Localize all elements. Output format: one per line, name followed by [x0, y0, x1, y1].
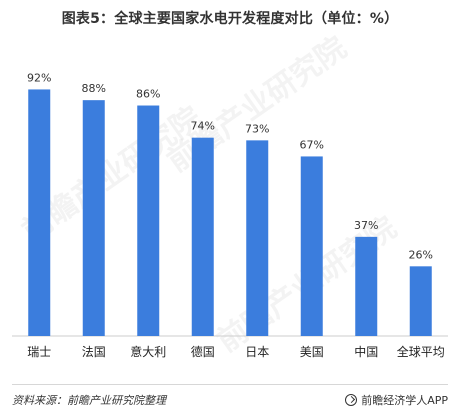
data-label-5: 67%	[300, 138, 324, 151]
chart-title: 图表5：全球主要国家水电开发程度对比（单位：%）	[61, 11, 399, 27]
data-label-0: 92%	[27, 71, 51, 84]
x-tick-label-5: 美国	[300, 345, 324, 359]
bar-2	[137, 105, 160, 337]
x-tick-label-0: 瑞士	[27, 345, 51, 359]
bar-chart-svg: 92% 瑞士 88% 法国 86% 意大利 74% 德国 73% 日本 67% 美国 37% 中国 26% 全…	[12, 71, 448, 359]
data-label-3: 74%	[191, 120, 215, 133]
x-tick-label-2: 意大利	[130, 344, 166, 359]
circle-check-icon	[345, 394, 358, 406]
bar-6	[355, 236, 378, 336]
bar-7	[409, 266, 432, 336]
brand-label: 前瞻经济学人APP	[345, 392, 448, 408]
footer-divider	[12, 384, 448, 385]
x-tick-label-7: 全球平均	[397, 344, 445, 359]
data-label-4: 73%	[245, 122, 269, 135]
x-tick-label-4: 日本	[245, 345, 269, 359]
brand-text: 前瞻经济学人APP	[361, 394, 448, 407]
source-note: 资料来源：前瞻产业研究院整理	[12, 394, 166, 407]
chart-title-bar: 图表5：全球主要国家水电开发程度对比（单位：%）	[0, 0, 460, 36]
footer: 资料来源：前瞻产业研究院整理 前瞻经济学人APP	[0, 382, 460, 418]
data-label-2: 86%	[136, 88, 160, 101]
data-label-1: 88%	[82, 82, 106, 95]
bar-0	[28, 89, 51, 336]
bar-4	[246, 140, 269, 336]
bar-1	[82, 100, 105, 336]
x-tick-label-1: 法国	[82, 345, 106, 359]
data-label-6: 37%	[354, 219, 378, 232]
x-tick-label-6: 中国	[354, 344, 378, 359]
bar-chart: 92% 瑞士 88% 法国 86% 意大利 74% 德国 73% 日本 67% 美国 37% 中国 26% 全…	[0, 40, 460, 380]
data-label-7: 26%	[409, 248, 433, 261]
x-tick-label-3: 德国	[191, 344, 215, 359]
bar-3	[191, 137, 214, 336]
bar-5	[300, 156, 323, 336]
